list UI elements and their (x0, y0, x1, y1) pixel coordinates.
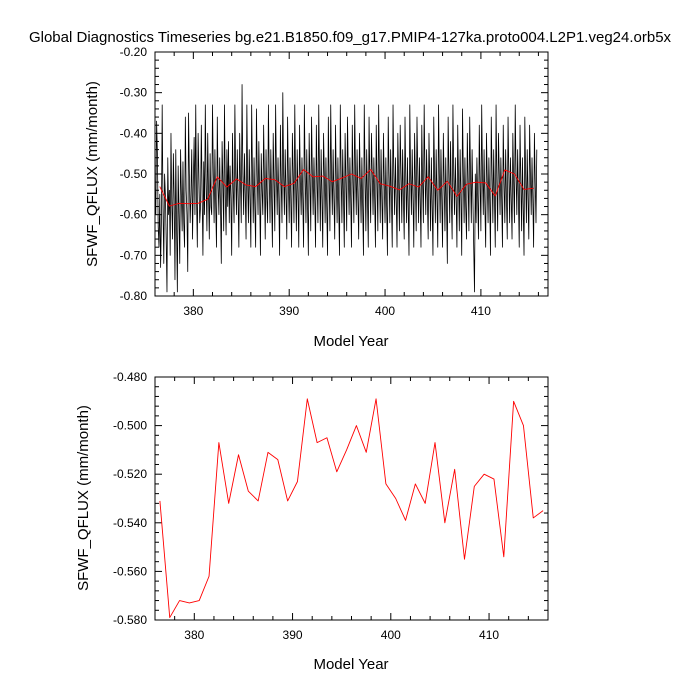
top-y-tick-label: -0.40 (120, 126, 148, 140)
top-y-tick-label: -0.30 (120, 86, 148, 100)
top-y-tick-label: -0.20 (120, 45, 148, 59)
top-x-tick-label: 380 (183, 304, 203, 318)
top-y-tick-label: -0.80 (120, 289, 148, 303)
bottom-y-tick-label: -0.580 (113, 613, 147, 627)
bottom-ticks: 380 390 400 410 -0.480 -0.500 -0.520 -0.540 -0.5… (113, 370, 549, 642)
bottom-y-tick-label: -0.520 (113, 467, 147, 481)
bottom-y-tick-label: -0.540 (113, 516, 147, 530)
bottom-x-tick-label: 390 (283, 628, 303, 642)
top-series-line-0 (154, 84, 538, 293)
bottom-plot-frame (154, 376, 549, 621)
top-y-tick-label: -0.70 (120, 248, 148, 262)
top-y-tick-label: -0.60 (120, 208, 148, 222)
bottom-x-tick-label: 380 (184, 628, 204, 642)
bottom-y-tick-label: -0.500 (113, 419, 147, 433)
bottom-y-tick-label: -0.560 (113, 564, 147, 578)
top-x-tick-label: 410 (471, 304, 491, 318)
figure-title: Global Diagnostics Timeseries bg.e21.B18… (29, 29, 672, 46)
bottom-y-tick-label: -0.480 (113, 370, 147, 384)
top-series (154, 84, 538, 293)
bottom-y-axis-label: SFWF_QFLUX (mm/month) (75, 405, 92, 591)
bottom-series (159, 398, 544, 619)
top-x-axis-label: Model Year (313, 333, 388, 350)
top-series-line-1 (159, 169, 534, 207)
bottom-series-line-0 (159, 398, 544, 619)
top-y-tick-label: -0.50 (120, 167, 148, 181)
bottom-x-axis-label: Model Year (313, 656, 388, 673)
top-x-tick-label: 390 (279, 304, 299, 318)
top-y-axis-label: SFWF_QFLUX (mm/month) (84, 81, 101, 267)
top-ticks: 380 390 400 410 -0.20 -0.30 -0.40 -0.50 -0.60 -0.… (120, 45, 548, 318)
bottom-panel: 380 390 400 410 -0.480 -0.500 -0.520 -0.540 -0.5… (75, 370, 549, 673)
top-x-tick-label: 400 (375, 304, 395, 318)
top-panel: 380 390 400 410 -0.20 -0.30 -0.40 -0.50 -0.60 -0.… (84, 45, 549, 350)
bottom-x-tick-label: 410 (479, 628, 499, 642)
bottom-x-tick-label: 400 (381, 628, 401, 642)
